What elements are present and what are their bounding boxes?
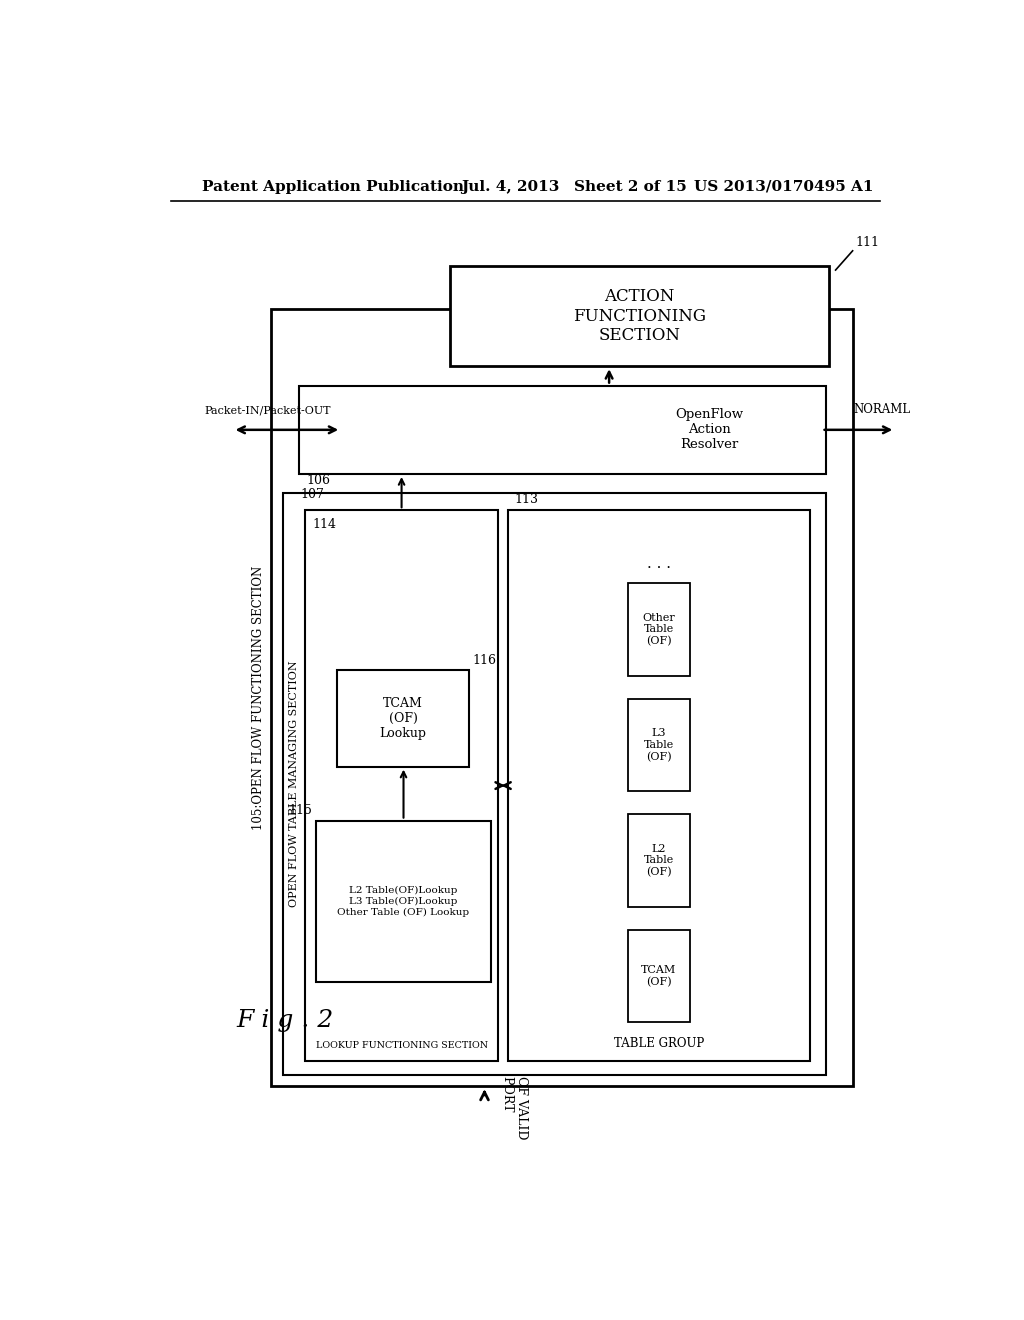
Bar: [508, 511, 810, 1061]
Text: Sheet 2 of 15: Sheet 2 of 15: [573, 180, 686, 194]
Text: 114: 114: [312, 517, 337, 531]
Bar: [628, 814, 690, 907]
Text: TABLE GROUP: TABLE GROUP: [613, 1038, 705, 1051]
Text: 113: 113: [514, 494, 538, 507]
Bar: [271, 309, 853, 1086]
Bar: [628, 929, 690, 1022]
Text: 107: 107: [300, 488, 324, 502]
Text: 116: 116: [473, 653, 497, 667]
Bar: [628, 700, 690, 792]
Text: OpenFlow
Action
Resolver: OpenFlow Action Resolver: [676, 408, 743, 451]
Text: ACTION
FUNCTIONING
SECTION: ACTION FUNCTIONING SECTION: [573, 288, 706, 345]
Text: NORAML: NORAML: [854, 403, 910, 416]
Text: F i g . 2: F i g . 2: [237, 1010, 334, 1032]
Text: TCAM
(OF)
Lookup: TCAM (OF) Lookup: [380, 697, 427, 741]
Bar: [628, 583, 690, 676]
Text: L3
Table
(OF): L3 Table (OF): [644, 729, 674, 762]
Text: Packet-IN/Packet-OUT: Packet-IN/Packet-OUT: [204, 407, 331, 416]
Text: TCAM
(OF): TCAM (OF): [641, 965, 677, 987]
Text: LOOKUP FUNCTIONING SECTION: LOOKUP FUNCTIONING SECTION: [315, 1041, 487, 1051]
Bar: [305, 511, 499, 1061]
Bar: [450, 267, 829, 367]
Bar: [299, 385, 825, 474]
Text: Jul. 4, 2013: Jul. 4, 2013: [461, 180, 560, 194]
Text: 115: 115: [289, 804, 312, 817]
Text: Patent Application Publication: Patent Application Publication: [202, 180, 464, 194]
Text: L2
Table
(OF): L2 Table (OF): [644, 843, 674, 878]
Text: . . .: . . .: [647, 557, 671, 572]
Text: L2 Table(OF)Lookup
L3 Table(OF)Lookup
Other Table (OF) Lookup: L2 Table(OF)Lookup L3 Table(OF)Lookup Ot…: [338, 886, 470, 916]
Text: OPEN FLOW TABLE MANAGING SECTION: OPEN FLOW TABLE MANAGING SECTION: [289, 661, 299, 907]
Text: OF VALID
PORT: OF VALID PORT: [500, 1076, 528, 1139]
Bar: [337, 671, 469, 767]
Text: 111: 111: [855, 236, 879, 249]
Text: Other
Table
(OF): Other Table (OF): [642, 612, 675, 647]
Bar: [283, 494, 825, 1074]
Bar: [316, 821, 490, 982]
Text: 105:OPEN FLOW FUNCTIONING SECTION: 105:OPEN FLOW FUNCTIONING SECTION: [252, 565, 265, 829]
Text: 106: 106: [306, 474, 331, 487]
Text: US 2013/0170495 A1: US 2013/0170495 A1: [693, 180, 873, 194]
